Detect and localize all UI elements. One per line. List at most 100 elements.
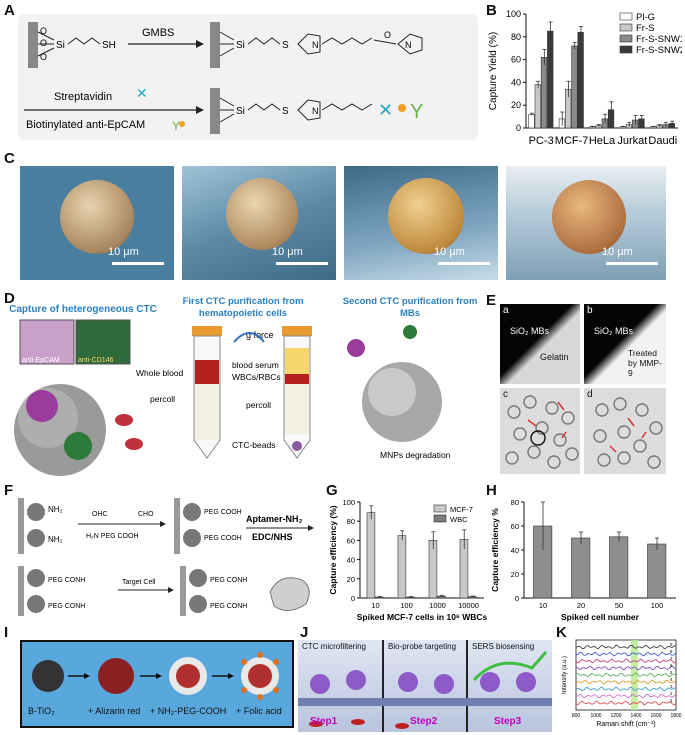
- micrograph-c: c: [500, 388, 580, 474]
- x-tick-label: 100: [651, 601, 664, 610]
- sem-image-3: 10 μm: [344, 166, 498, 280]
- x-tick-label: 1000: [429, 601, 446, 610]
- svg-text:NH₂: NH₂: [48, 505, 63, 514]
- panel-label-j: J: [300, 624, 309, 641]
- circled-cell: [530, 430, 546, 446]
- label-alizarin: + Alizarin red: [88, 706, 141, 716]
- legend-swatch: [619, 34, 633, 43]
- x-tick-label: Jurkat: [617, 135, 647, 147]
- y-axis-label: Intensity (a.u.): [562, 656, 568, 694]
- particle-b-tio2: [32, 660, 64, 692]
- label-sers: SERS biosensing: [472, 642, 535, 651]
- atom-o: O: [384, 30, 391, 40]
- legend-swatch: [619, 23, 633, 32]
- cell-2: [226, 178, 298, 250]
- surface-2: [174, 498, 180, 554]
- chart-b: 0 20 40 60 80 100 PC-3 MCF-7 HeLa Jurkat Daudi Capt…: [488, 9, 682, 147]
- label-step2: Step2: [410, 716, 438, 727]
- legend-swatch: [619, 12, 633, 21]
- x-tick-label: 10: [539, 601, 547, 610]
- label-b-tio2: B-TiO₂: [28, 706, 55, 716]
- percoll-layer: [195, 384, 219, 440]
- sub-label-d: d: [587, 389, 593, 400]
- svg-text:OHC: OHC: [92, 511, 108, 518]
- legend-swatch: [619, 45, 633, 54]
- inset-epcam: [19, 319, 75, 365]
- label-sio2-a: SiO₂ MBs: [510, 326, 549, 336]
- y-tick-label: 0: [516, 123, 521, 133]
- spectrum-line: [575, 686, 677, 692]
- substrate-3: [210, 88, 220, 134]
- cell-3: [388, 178, 464, 254]
- label-ctc-beads: CTC-beads: [232, 440, 275, 450]
- panel-label-i: I: [4, 624, 9, 641]
- rbc: [115, 414, 133, 426]
- panel-f-scheme: NH₂ NH₂ OHC CHO H₂N PEG COOH PEG COOH PE…: [18, 498, 314, 616]
- bar: [366, 512, 376, 599]
- label-blood-serum: blood serum: [232, 360, 279, 370]
- label-gelatin: Gelatin: [540, 352, 569, 362]
- sub-label-b: b: [587, 305, 593, 316]
- filter-membrane: [298, 698, 552, 706]
- atom-s: S: [282, 106, 289, 117]
- label-mnps: MNPs degradation: [380, 450, 451, 460]
- sem-image-1: 10 μm: [20, 166, 174, 280]
- scale-bar: [112, 262, 164, 265]
- bar: [571, 537, 591, 599]
- streptavidin-icon: ✕: [136, 85, 148, 101]
- atom-n: N: [405, 40, 412, 50]
- panel-a-scheme: O O O Si SH GMBS Si S N O N Streptavidin…: [24, 22, 423, 134]
- panel-label-g: G: [326, 482, 338, 499]
- atom-si: Si: [236, 106, 245, 117]
- y-tick-label: 60: [511, 55, 521, 65]
- svg-text:PEG CONH: PEG CONH: [210, 603, 247, 610]
- label-nh2-peg: + NH₂-PEG-COOH: [150, 706, 227, 716]
- reagent-anti-epcam: Biotinylated anti-EpCAM: [26, 119, 145, 131]
- x-axis-label: Spiked cell number: [561, 612, 640, 622]
- panel-d-title-left: Capture of heterogeneous CTC: [9, 304, 157, 315]
- released-ctc-purple: [347, 339, 365, 357]
- x-tick-label: 50: [615, 601, 623, 610]
- x-tick-label: PC-3: [529, 135, 554, 147]
- chart-g: 0 20 40 60 80 100 10 100 1000 10000 Capture effici…: [328, 498, 488, 622]
- serum-layer: [285, 348, 309, 374]
- target-cell-icon: [269, 577, 310, 611]
- inset-cd146: [75, 319, 131, 365]
- panel-label-c: C: [4, 150, 15, 167]
- label-percoll-left: percoll: [150, 394, 175, 404]
- bar: [647, 543, 667, 599]
- label-whole-blood: Whole blood: [136, 368, 184, 378]
- legend-label: Fr-S-SNW1: [636, 34, 682, 45]
- spectrum-line: [575, 651, 677, 657]
- series-label: 2: [670, 691, 673, 696]
- x-tick-label: 10000: [458, 601, 479, 610]
- panel-j-box: CTC microfiltering Bio-probe targeting S…: [298, 640, 552, 732]
- label-percoll-right: percoll: [246, 400, 271, 410]
- spectrum-line: [575, 665, 677, 671]
- svg-text:H₂N PEG COOH: H₂N PEG COOH: [86, 533, 139, 540]
- y-tick-label: 40: [511, 77, 521, 87]
- biotin-dot: [179, 121, 185, 127]
- inset-label-cd146: anti-CD146: [78, 357, 114, 364]
- ctc-cell-green: [64, 432, 92, 460]
- label-edc: EDC/NHS: [252, 532, 293, 542]
- panel-label-h: H: [486, 482, 497, 499]
- svg-text:PEG CONH: PEG CONH: [48, 603, 85, 610]
- label-wbcs-rbcs: WBCs/RBCs: [232, 372, 281, 382]
- label-target-cell: Target Cell: [122, 579, 156, 586]
- svg-text:PEG CONH: PEG CONH: [48, 577, 85, 584]
- antibody-icon: Y: [172, 119, 180, 133]
- svg-text:PEG CONH: PEG CONH: [210, 577, 247, 584]
- y-tick-label: 0: [515, 594, 519, 603]
- x-tick-label: 10: [371, 601, 379, 610]
- panel-label-k: K: [556, 624, 567, 641]
- panel-i-box: B-TiO₂ + Alizarin red + NH₂-PEG-COOH + F…: [20, 640, 294, 728]
- spectrum-line: [575, 658, 677, 664]
- x-tick-label: 800: [572, 713, 581, 719]
- sub-label-c: c: [503, 389, 508, 400]
- x-tick-label: 1600: [650, 713, 661, 719]
- ctc-beads-pellet: [292, 441, 302, 451]
- panel-label-b: B: [486, 2, 497, 19]
- rbc: [125, 438, 143, 450]
- y-tick-label: 40: [347, 556, 355, 565]
